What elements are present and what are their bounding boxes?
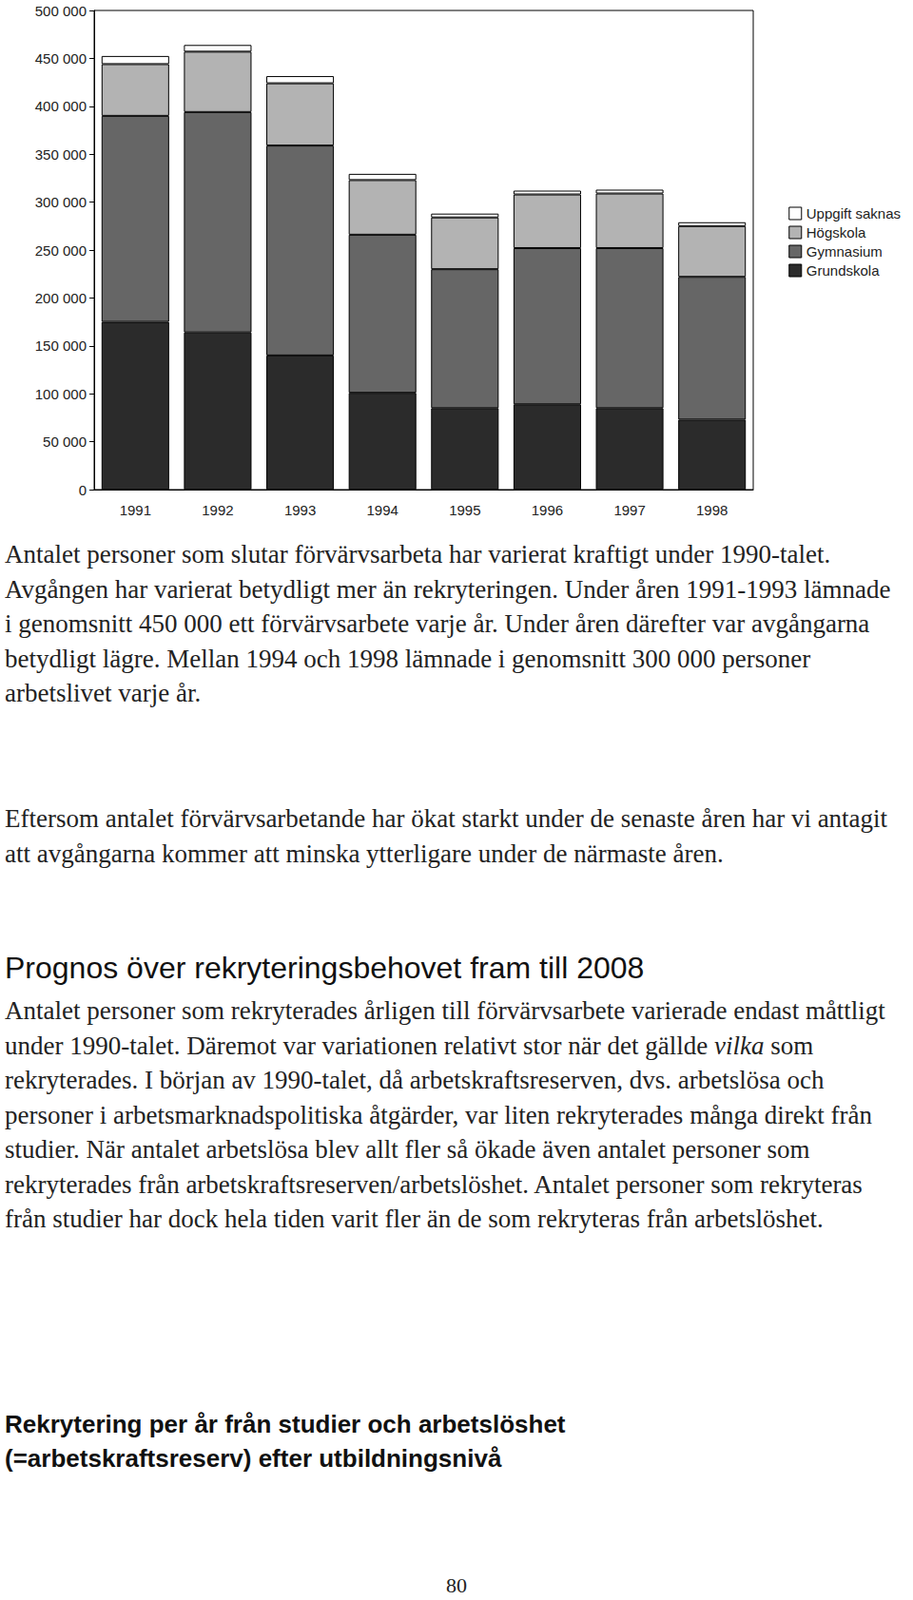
svg-text:50 000: 50 000 <box>42 433 87 450</box>
html-text:Rekrytering per år från studie: Rekrytering per år från studier och arbe… <box>4 1410 566 1439</box>
svg-text:500 000: 500 000 <box>35 2 87 20</box>
svg-text:200 000: 200 000 <box>35 290 87 307</box>
html-text:(=arbetskraftsreserv) efter ut: (=arbetskraftsreserv) efter utbildningsn… <box>4 1444 502 1474</box>
html-text:Prognos över rekryteringsbehov: Prognos över rekryteringsbehovet fram ti… <box>4 951 645 986</box>
svg-text:1998: 1998 <box>696 502 728 519</box>
svg-text:100 000: 100 000 <box>35 386 87 403</box>
svg-text:1991: 1991 <box>119 502 152 519</box>
svg-text:1996: 1996 <box>531 502 564 519</box>
svg-text:1997: 1997 <box>613 502 645 519</box>
svg-text:0: 0 <box>78 482 87 499</box>
html-text:Eftersom antalet förvärvsarbet: Eftersom antalet förvärvsarbetande har ö… <box>4 804 888 868</box>
svg-text:1994: 1994 <box>367 502 399 519</box>
svg-text:Uppgift saknas: Uppgift saknas <box>806 205 901 222</box>
svg-text:450 000: 450 000 <box>35 50 87 67</box>
html-text:Antalet personer som rekrytera: Antalet personer som rekryterades årlige… <box>4 996 886 1234</box>
svg-text:400 000: 400 000 <box>35 97 87 115</box>
svg-text:150 000: 150 000 <box>35 337 87 354</box>
html-text:80: 80 <box>446 1573 467 1598</box>
svg-text:1993: 1993 <box>284 502 316 519</box>
svg-text:250 000: 250 000 <box>35 242 87 259</box>
svg-text:350 000: 350 000 <box>35 146 87 163</box>
svg-text:1995: 1995 <box>448 502 481 519</box>
svg-text:Grundskola: Grundskola <box>806 262 880 279</box>
html-text:Antalet personer som slutar fö: Antalet personer som slutar förvärvsarbe… <box>4 540 891 708</box>
svg-text:Högskola: Högskola <box>806 224 867 241</box>
svg-text:Gymnasium: Gymnasium <box>806 243 883 260</box>
svg-text:300 000: 300 000 <box>35 194 87 211</box>
svg-text:1992: 1992 <box>201 502 234 519</box>
